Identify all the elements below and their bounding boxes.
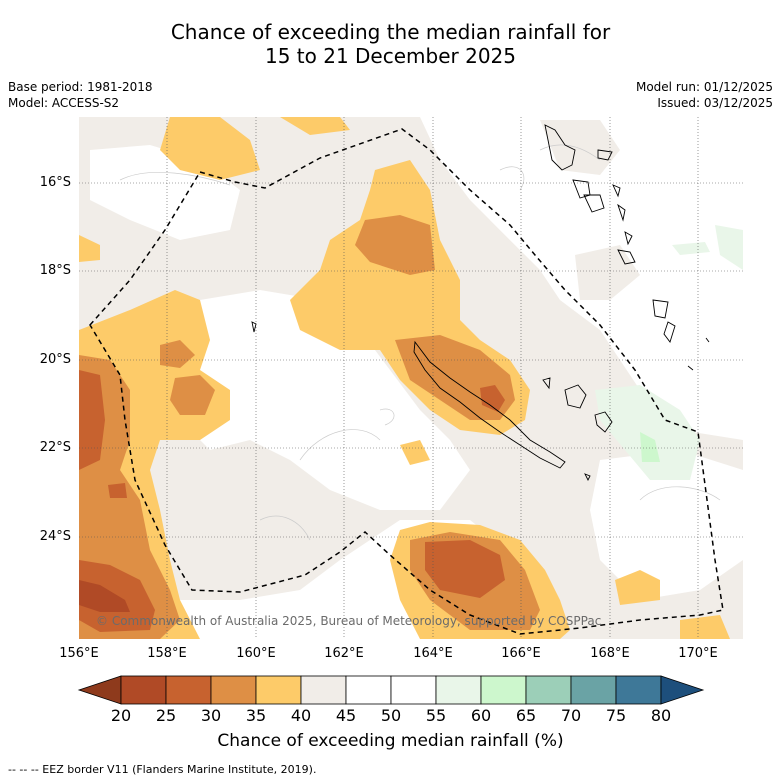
colorbar-tick-label: 80 <box>650 706 672 725</box>
region-55-b <box>715 225 743 270</box>
title-line-1: Chance of exceeding the median rainfall … <box>170 20 611 44</box>
colorbar-extend-low <box>77 675 122 705</box>
lat-label-16s: 16°S <box>39 175 71 190</box>
colorbar-tick-label: 45 <box>335 706 357 725</box>
model-run: Model run: 01/12/2025 <box>635 80 773 94</box>
lat-label-18s: 18°S <box>39 263 71 278</box>
region-35-w2 <box>160 340 195 368</box>
region-40-spot <box>400 440 430 465</box>
colorbar-tick-label: 20 <box>110 706 132 725</box>
lon-label-166e: 166°E <box>501 646 541 661</box>
colorbar-segment <box>300 675 347 705</box>
colorbar-segment <box>390 675 437 705</box>
colorbar-tick-label: 65 <box>515 706 537 725</box>
graticule <box>79 117 743 639</box>
region-40-north2 <box>280 117 350 135</box>
lon-label-170e: 170°E <box>678 646 718 661</box>
colorbar <box>77 675 705 705</box>
colorbar-title: Chance of exceeding median rainfall (%) <box>217 731 564 751</box>
coastlines <box>251 124 710 482</box>
colorbar-segment <box>120 675 167 705</box>
region-30-west <box>79 370 105 470</box>
region-40-se <box>615 570 660 605</box>
region-40-se2 <box>680 615 730 639</box>
region-25-west <box>79 580 130 612</box>
colorbar-tick-label: 50 <box>380 706 402 725</box>
colorbar-segment <box>255 675 302 705</box>
region-60 <box>640 432 660 462</box>
colorbar-segment <box>345 675 392 705</box>
region-45b <box>575 245 640 300</box>
region-30-central <box>480 385 505 412</box>
southern-islands <box>251 299 710 482</box>
colorbar-tick-label: 40 <box>290 706 312 725</box>
region-40-nw <box>79 235 100 262</box>
base-period: Base period: 1981-2018 <box>8 80 153 94</box>
map-title: Chance of exceeding the median rainfall … <box>0 20 781 68</box>
colorbar-segment <box>570 675 617 705</box>
lat-label-24s: 24°S <box>39 529 71 544</box>
meta-right: Model run: 01/12/2025 Issued: 03/12/2025 <box>636 79 773 111</box>
meta-left: Base period: 1981-2018 Model: ACCESS-S2 <box>8 79 153 111</box>
lon-label-158e: 158°E <box>147 646 187 661</box>
map-field <box>79 117 743 639</box>
lat-label-22s: 22°S <box>39 440 71 455</box>
colorbar-extend-high <box>660 675 705 705</box>
region-30-south <box>425 540 505 598</box>
new-caledonia <box>413 340 566 469</box>
region-35-w3 <box>170 375 215 415</box>
colorbar-segment <box>435 675 482 705</box>
lon-label-168e: 168°E <box>590 646 630 661</box>
eez-legend-note: -- -- -- EEZ border V11 (Flanders Marine… <box>8 763 317 776</box>
colorbar-tick-label: 35 <box>245 706 267 725</box>
loyalty-islands <box>542 377 613 433</box>
region-white <box>180 290 470 510</box>
colorbar-segment <box>210 675 257 705</box>
lon-label-162e: 162°E <box>324 646 364 661</box>
contour-lines <box>119 144 721 541</box>
lon-label-164e: 164°E <box>413 646 453 661</box>
title-line-2: 15 to 21 December 2025 <box>264 44 516 68</box>
region-45c <box>540 120 620 175</box>
colorbar-tick-label: 30 <box>200 706 222 725</box>
colorbar-tick-label: 55 <box>425 706 447 725</box>
eez-border <box>89 128 724 635</box>
region-55-a <box>595 385 700 480</box>
region-40-north <box>160 117 260 180</box>
region-30-w-spot <box>108 483 127 498</box>
colorbar-tick-label: 70 <box>560 706 582 725</box>
region-55-c <box>672 242 710 255</box>
lat-label-20s: 20°S <box>39 352 71 367</box>
colorbar-tick-label: 25 <box>155 706 177 725</box>
issued-date: Issued: 03/12/2025 <box>657 96 773 110</box>
region-white-3 <box>470 130 560 250</box>
lon-label-156e: 156°E <box>59 646 99 661</box>
region-35-central <box>355 215 435 275</box>
lon-label-160e: 160°E <box>236 646 276 661</box>
colorbar-segment <box>615 675 662 705</box>
colorbar-tick-label: 75 <box>605 706 627 725</box>
colorbar-segment <box>525 675 572 705</box>
model-name: Model: ACCESS-S2 <box>8 96 120 110</box>
copyright-notice: © Commonwealth of Australia 2025, Bureau… <box>96 614 602 628</box>
vanuatu-north <box>544 124 636 265</box>
colorbar-segment <box>165 675 212 705</box>
colorbar-segment <box>480 675 527 705</box>
colorbar-tick-label: 60 <box>470 706 492 725</box>
